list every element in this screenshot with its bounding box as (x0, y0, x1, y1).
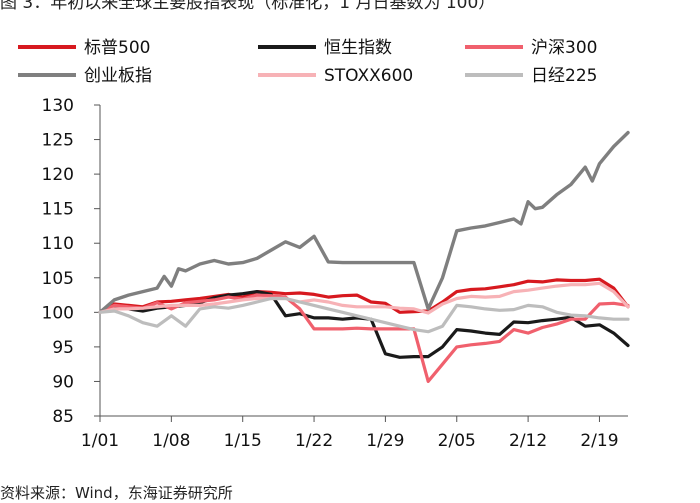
legend-label: 日经225 (531, 66, 597, 86)
y-tick-label: 115 (42, 200, 74, 220)
y-tick-label: 95 (52, 338, 74, 358)
x-axis: 1/01 1/08 1/15 1/22 1/29 2/05 2/12 2/19 (81, 415, 628, 451)
x-tick-label: 2/19 (580, 431, 618, 451)
x-tick-label: 1/15 (224, 431, 262, 451)
y-tick-label: 100 (42, 303, 74, 323)
legend-label: 恒生指数 (324, 38, 392, 58)
series-line-3 (98, 130, 630, 314)
legend-label: 沪深300 (531, 38, 597, 58)
y-tick-label: 90 (52, 372, 74, 392)
legend-label: 创业板指 (84, 66, 152, 86)
y-tick-label: 120 (42, 165, 74, 185)
x-tick-label: 1/01 (81, 431, 119, 451)
legend-label: STOXX600 (324, 66, 413, 86)
figure-caption-bottom: 资料来源：Wind，东海证券研究所 (0, 484, 233, 502)
y-axis: 85 90 95 100 105 110 115 120 125 130 (42, 96, 101, 427)
x-tick-label: 2/12 (509, 431, 547, 451)
y-tick-label: 130 (42, 96, 74, 116)
y-tick-label: 105 (42, 269, 74, 289)
legend-label: 标普500 (84, 38, 150, 58)
legend-item: 日经225 (465, 66, 597, 86)
legend-item: 沪深300 (465, 38, 597, 58)
x-tick-label: 1/29 (366, 431, 404, 451)
legend-item: 创业板指 (18, 66, 152, 86)
figure-caption-top: 图 3：年初以来全球主要股指表现（标准化，1 月日基数为 100） (0, 0, 496, 13)
series-line-2 (98, 293, 630, 383)
legend-item: 标普500 (18, 38, 150, 58)
legend-item: STOXX600 (258, 66, 413, 86)
legend: 标普500 恒生指数 沪深300 创业板指 STOXX600 日经225 (18, 38, 597, 86)
plot-lines (98, 130, 630, 383)
x-tick-label: 1/22 (295, 431, 333, 451)
x-tick-label: 1/08 (152, 431, 190, 451)
series-line-4 (98, 281, 630, 315)
series-line-0 (98, 277, 630, 314)
legend-item: 恒生指数 (258, 38, 392, 58)
y-tick-label: 85 (52, 407, 74, 427)
y-tick-label: 110 (42, 234, 74, 254)
x-tick-label: 2/05 (438, 431, 476, 451)
y-tick-label: 125 (42, 131, 74, 151)
series-line-5 (98, 296, 630, 334)
